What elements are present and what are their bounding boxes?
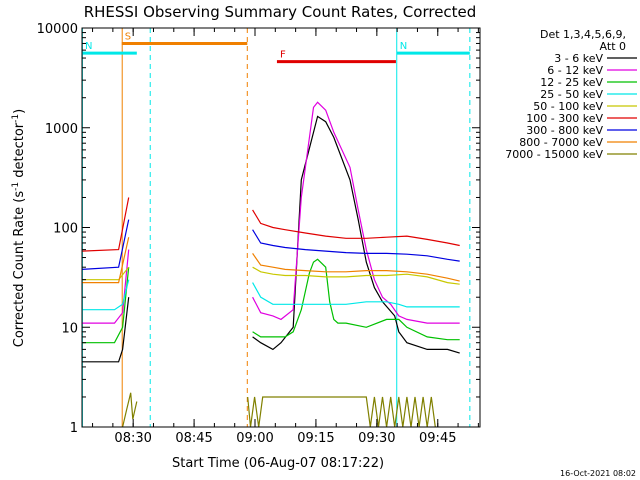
series-line-1 (82, 101, 460, 324)
legend-label-8: 7000 - 15000 keV (505, 148, 603, 161)
series-line-3 (82, 279, 460, 311)
x-axis-label: Start Time (06-Aug-07 08:17:22) (172, 456, 384, 471)
legend-label-0: 3 - 6 keV (554, 52, 603, 65)
series-lines (81, 101, 460, 428)
interval-label-n: N (85, 41, 92, 52)
x-tick-label: 09:00 (236, 431, 273, 446)
legend-label-6: 300 - 800 keV (526, 124, 603, 137)
series-line-7 (82, 237, 460, 284)
x-tick-label: 09:45 (419, 431, 456, 446)
interval-label-s: S (125, 31, 131, 42)
legend-label-5: 100 - 300 keV (526, 112, 603, 125)
interval-label-n: N (400, 41, 407, 52)
legend-header: Att 0 (600, 40, 626, 53)
y-tick-label: 10 (61, 321, 78, 336)
series-line-8 (122, 392, 436, 428)
timestamp: 16-Oct-2021 08:02 (560, 469, 636, 478)
legend-label-7: 800 - 7000 keV (519, 136, 603, 149)
series-line-0 (82, 115, 460, 363)
y-tick-label: 10000 (37, 22, 78, 37)
series-line-5 (81, 197, 460, 252)
plot-frame (81, 27, 481, 428)
interval-label-f: F (280, 50, 286, 61)
x-tick-label: 08:30 (114, 431, 151, 446)
x-tick-label: 09:15 (297, 431, 334, 446)
legend-label-1: 6 - 12 keV (547, 64, 603, 77)
y-axis-label: Corrected Count Rate (s-1 detector-1) (11, 109, 27, 347)
series-line-4 (82, 266, 460, 285)
annotations: S N N F (81, 28, 471, 427)
x-tick-label: 08:45 (175, 431, 212, 446)
legend-label-4: 50 - 100 keV (533, 100, 603, 113)
y-tick-label: 1000 (45, 122, 78, 137)
axis-ticks: 08:30 08:45 09:00 09:15 09:30 09:45 1 10 100 1000… (37, 22, 480, 446)
legend-label-3: 25 - 50 keV (540, 88, 603, 101)
series-line-2 (82, 258, 460, 344)
y-tick-label: 1 (70, 421, 78, 436)
y-tick-label: 100 (53, 222, 78, 237)
series-line-6 (81, 219, 460, 270)
x-tick-label: 09:30 (358, 431, 395, 446)
legend-header: Det 1,3,4,5,6,9, (540, 28, 626, 41)
legend-label-2: 12 - 25 keV (540, 76, 603, 89)
chart-title: RHESSI Observing Summary Count Rates, Co… (84, 3, 477, 21)
